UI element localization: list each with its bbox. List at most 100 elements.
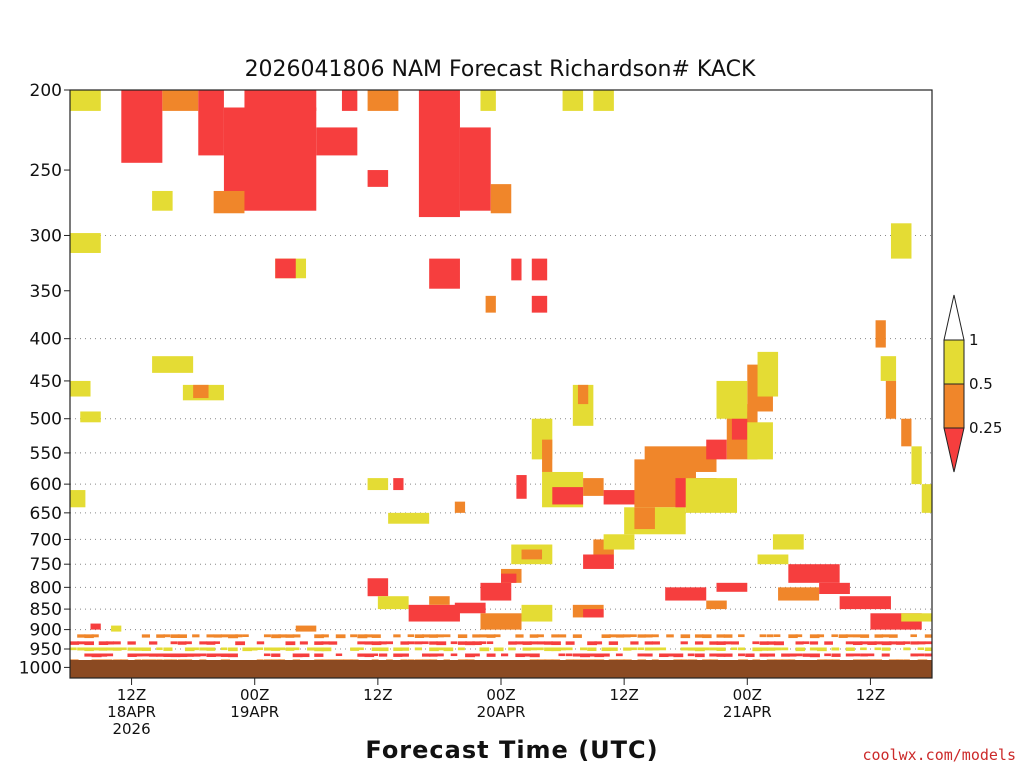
ri-cell-orange [367,90,399,111]
band-cell-orange [393,634,401,638]
band-cell-orange [443,634,451,638]
band-cell-yellow [766,647,776,651]
band-cell-yellow [659,647,667,651]
band-cell-yellow [874,647,882,651]
band-cell-yellow [120,647,127,651]
band-cell-red [328,641,338,645]
band-cell-red [141,653,150,657]
ri-cell-orange [521,549,543,560]
band-cell-yellow [249,647,258,651]
band-cell-red [745,653,755,657]
band-cell-orange [773,634,781,638]
legend-bin-0.25-0.5 [943,383,965,429]
band-cell-yellow [127,647,136,651]
ri-cell-orange [577,384,589,405]
x-tick-label: 20APR [477,703,526,721]
band-cell-orange [644,634,653,638]
band-cell-red [386,641,394,645]
band-cell-yellow [350,647,360,651]
band-cell-yellow [199,647,208,651]
band-cell-orange [536,634,544,638]
band-cell-red [917,641,926,645]
band-cell-red [472,641,482,646]
band-cell-red [407,641,415,645]
band-cell-red [84,653,93,657]
band-cell-orange [436,634,444,638]
band-cell-orange [472,634,481,638]
band-cell-red [228,653,238,658]
band-cell-red [393,653,403,657]
ri-cell-red [418,90,460,218]
band-cell-yellow [156,647,163,651]
ri-cell-orange [454,501,466,513]
band-cell-red [716,653,726,657]
band-cell-red [149,641,158,645]
ri-cell-red [244,90,317,111]
band-cell-red [113,641,121,645]
ri-cell-red [429,258,460,289]
band-cell-red [615,653,623,657]
band-cell-red [450,641,458,645]
band-cell-red [177,641,187,645]
band-cell-red [321,641,330,645]
band-cell-orange [680,634,691,639]
y-tick-label: 200 [30,81,62,101]
band-cell-orange [795,634,803,638]
ri-cell-orange [875,320,886,348]
ri-cell-red [341,90,358,111]
band-cell-red [436,653,444,657]
x-tick-label: 12Z [856,686,885,704]
band-cell-yellow [551,647,561,652]
band-cell-red [299,641,308,645]
band-cell-yellow [924,647,932,652]
band-cell-red [723,653,733,657]
x-tick-label: 12Z [609,686,638,704]
x-tick-label: 19APR [230,703,279,721]
band-cell-orange [421,634,430,638]
band-cell-yellow [644,647,653,651]
ri-cell-yellow [70,233,101,253]
band-cell-orange [77,634,86,638]
ri-cell-red [716,582,748,592]
band-cell-red [429,641,438,645]
richardson-cells [70,90,932,632]
ri-cell-yellow [70,90,101,111]
band-cell-red [601,653,610,657]
band-cell-yellow [414,647,423,651]
band-cell-red [184,653,194,657]
ri-cell-orange [490,184,512,214]
band-cell-red [292,653,303,658]
band-cell-orange [630,634,637,638]
band-cell-yellow [493,647,504,652]
band-cell-yellow [220,647,228,651]
band-cell-yellow [781,647,789,651]
band-cell-orange [809,634,820,639]
y-tick-label: 600 [30,475,62,495]
band-cell-orange [84,634,94,639]
band-cell-yellow [357,647,364,651]
ri-cell-red [583,609,604,618]
ri-cell-yellow [367,478,389,491]
ri-cell-yellow [593,90,614,111]
x-tick-label: 00Z [733,686,762,704]
legend-bin-below-0.25 [943,427,965,473]
legend-label-0.5: 0.5 [969,375,993,393]
band-cell-red [199,653,207,657]
band-cell-red [450,653,458,657]
band-cell-orange [572,634,582,638]
band-cell-orange [888,634,898,638]
band-cell-red [594,641,603,645]
source-credit[interactable]: coolwx.com/models [862,746,1016,764]
band-cell-red [644,653,653,657]
band-cell-orange [235,634,243,638]
band-cell-yellow [565,647,573,651]
band-cell-yellow [809,647,818,651]
band-cell-orange [881,634,890,638]
band-cell-yellow [917,647,925,651]
band-cell-yellow [817,647,827,652]
band-cell-red [694,653,705,658]
band-cell-red [170,641,178,645]
ri-cell-orange [485,295,496,313]
band-cell-red [357,653,367,657]
